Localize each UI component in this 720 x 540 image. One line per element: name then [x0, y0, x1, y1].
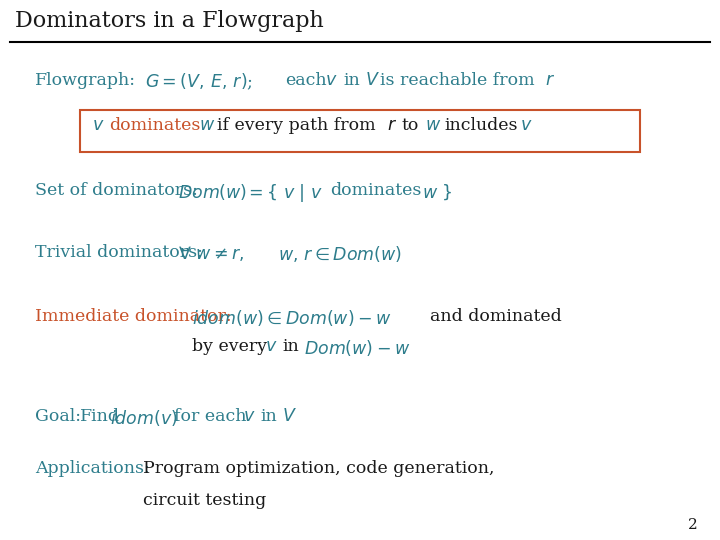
- Text: circuit testing: circuit testing: [143, 492, 266, 509]
- Text: $r$: $r$: [387, 117, 397, 134]
- Text: Applications:: Applications:: [35, 460, 150, 477]
- Text: $idom(v)$: $idom(v)$: [110, 408, 178, 428]
- Text: $w$: $w$: [199, 117, 215, 134]
- Text: each: each: [285, 72, 327, 89]
- Text: $v$: $v$: [243, 408, 256, 425]
- Text: includes: includes: [444, 117, 518, 134]
- Text: $idom(w) \in Dom(w) - w$: $idom(w) \in Dom(w) - w$: [192, 308, 392, 328]
- Text: $w\ \}$: $w\ \}$: [422, 182, 453, 201]
- Text: $V$: $V$: [282, 408, 297, 425]
- Text: $Dom(w)$: $Dom(w)$: [178, 182, 247, 202]
- Text: Program optimization, code generation,: Program optimization, code generation,: [143, 460, 495, 477]
- Text: $V$: $V$: [365, 72, 380, 89]
- Text: 2: 2: [688, 518, 698, 532]
- Text: Dominators in a Flowgraph: Dominators in a Flowgraph: [15, 10, 324, 32]
- Text: $v$: $v$: [520, 117, 533, 134]
- Text: dominates: dominates: [330, 182, 421, 199]
- Text: $w$: $w$: [425, 117, 441, 134]
- Text: $r$: $r$: [545, 72, 555, 89]
- Text: $v$: $v$: [265, 338, 277, 355]
- Text: $\forall\ w \neq r,$: $\forall\ w \neq r,$: [178, 244, 244, 263]
- Text: Find: Find: [80, 408, 120, 425]
- Text: in: in: [343, 72, 360, 89]
- Text: $w,\, r \in Dom(w)$: $w,\, r \in Dom(w)$: [278, 244, 402, 264]
- Text: $v$: $v$: [325, 72, 338, 89]
- Text: Immediate dominator:: Immediate dominator:: [35, 308, 232, 325]
- Text: Trivial dominators:: Trivial dominators:: [35, 244, 203, 261]
- Text: Set of dominators:: Set of dominators:: [35, 182, 198, 199]
- Text: $Dom(w) - w$: $Dom(w) - w$: [304, 338, 410, 358]
- Text: $= \{\ v\ |\ v$: $= \{\ v\ |\ v$: [245, 182, 323, 204]
- Bar: [80, 110, 640, 152]
- Text: for each: for each: [174, 408, 246, 425]
- Text: is reachable from: is reachable from: [380, 72, 535, 89]
- Text: Flowgraph:: Flowgraph:: [35, 72, 136, 89]
- Text: if every path from: if every path from: [217, 117, 376, 134]
- Text: $G = (V,\,E,\,r)$;: $G = (V,\,E,\,r)$;: [145, 72, 253, 92]
- Text: by every: by every: [192, 338, 267, 355]
- Text: and dominated: and dominated: [430, 308, 562, 325]
- Text: Goal:: Goal:: [35, 408, 81, 425]
- Text: to: to: [402, 117, 419, 134]
- Text: in: in: [260, 408, 276, 425]
- Text: $v$: $v$: [92, 117, 104, 134]
- Text: dominates: dominates: [109, 117, 200, 134]
- Text: in: in: [282, 338, 299, 355]
